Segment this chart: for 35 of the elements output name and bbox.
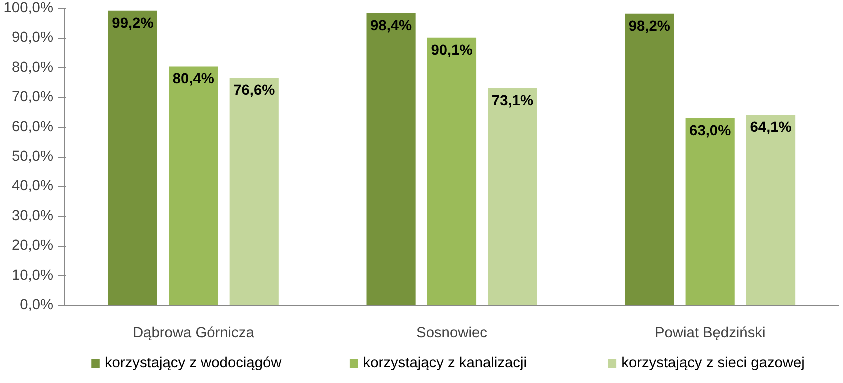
bar [488,88,538,306]
y-tick-label: 80,0% [12,60,54,76]
legend-label: korzystający z sieci gazowej [622,356,805,372]
y-tick-label: 90,0% [12,30,54,46]
y-tick-label: 50,0% [12,149,54,165]
data-label: 76,6% [234,83,276,99]
bar [169,66,218,306]
legend-label: korzystający z wodociągów [104,356,282,372]
legend-label: korzystający z kanalizacji [363,356,528,372]
data-label: 73,1% [492,93,534,110]
y-tick-label: 70,0% [12,90,54,106]
data-label: 64,1% [750,120,792,136]
y-tick-label: 30,0% [12,208,54,224]
data-label: 90,1% [431,42,473,59]
data-label: 63,0% [690,123,732,140]
bar [230,78,279,306]
bar [746,115,796,306]
x-tick-label: Dąbrowa Górnicza [132,326,256,342]
bar [427,38,477,306]
data-label: 99,2% [112,16,154,32]
y-tick-label: 40,0% [12,178,54,195]
x-tick-label: Sosnowiec [416,326,488,342]
y-tick-label: 20,0% [12,238,54,254]
y-tick-label: 0,0% [20,298,54,314]
bar [366,13,416,306]
bar [625,14,674,306]
y-tick-label: 10,0% [12,268,54,284]
data-label: 80,4% [172,72,214,88]
bar [108,10,158,306]
y-tick-label: 100,0% [4,0,54,16]
x-tick-label: Powiat Będziński [654,326,766,342]
bar [686,118,735,306]
data-label: 98,2% [628,18,670,35]
data-label: 98,4% [370,18,412,34]
y-tick-label: 60,0% [12,119,54,136]
